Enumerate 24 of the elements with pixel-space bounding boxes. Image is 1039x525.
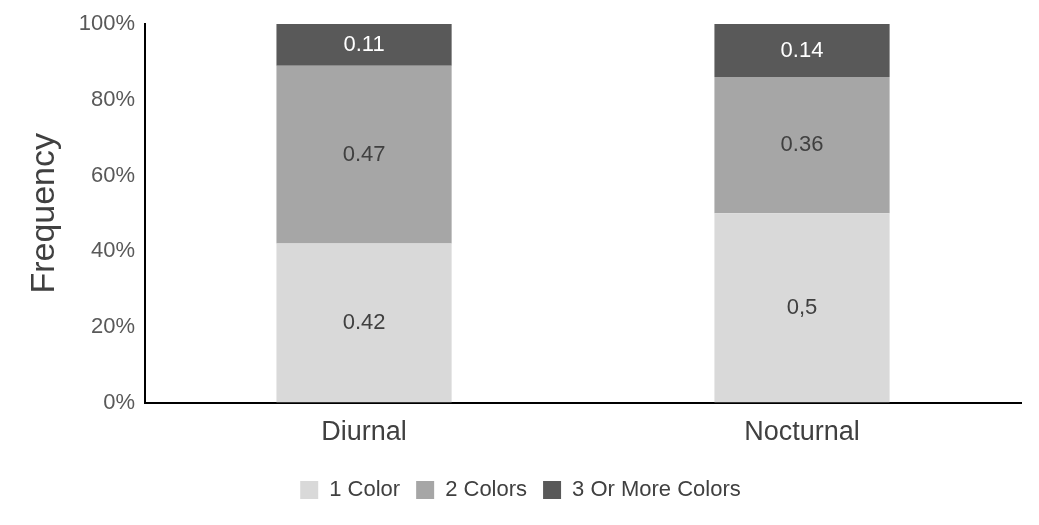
y-tick-label: 20% bbox=[91, 312, 136, 338]
bar bbox=[276, 65, 452, 244]
bar bbox=[276, 243, 452, 403]
y-tick-label: 100% bbox=[78, 10, 136, 36]
x-tick-label: Nocturnal bbox=[744, 416, 860, 447]
bar bbox=[714, 24, 890, 77]
legend-label: 2 Colors bbox=[445, 476, 528, 502]
data-label: 0.47 bbox=[342, 140, 386, 166]
y-tick-label: 60% bbox=[91, 161, 136, 187]
bar bbox=[714, 213, 890, 403]
y-axis-title: Frequency bbox=[22, 132, 61, 294]
data-label: 0.11 bbox=[343, 30, 385, 56]
y-tick-label: 0% bbox=[103, 388, 136, 414]
legend-label: 3 Or More Colors bbox=[572, 476, 741, 502]
bar bbox=[714, 77, 890, 214]
y-tick-label: 40% bbox=[91, 237, 136, 263]
data-label: 0.14 bbox=[780, 36, 824, 62]
legend-label: 1 Color bbox=[329, 476, 401, 502]
data-label: 0.36 bbox=[780, 131, 824, 157]
data-label: 0.42 bbox=[342, 309, 386, 335]
x-tick-label: Diurnal bbox=[321, 416, 407, 447]
y-tick-label: 80% bbox=[91, 85, 136, 111]
bar bbox=[276, 24, 452, 66]
data-label: 0,5 bbox=[786, 294, 818, 320]
